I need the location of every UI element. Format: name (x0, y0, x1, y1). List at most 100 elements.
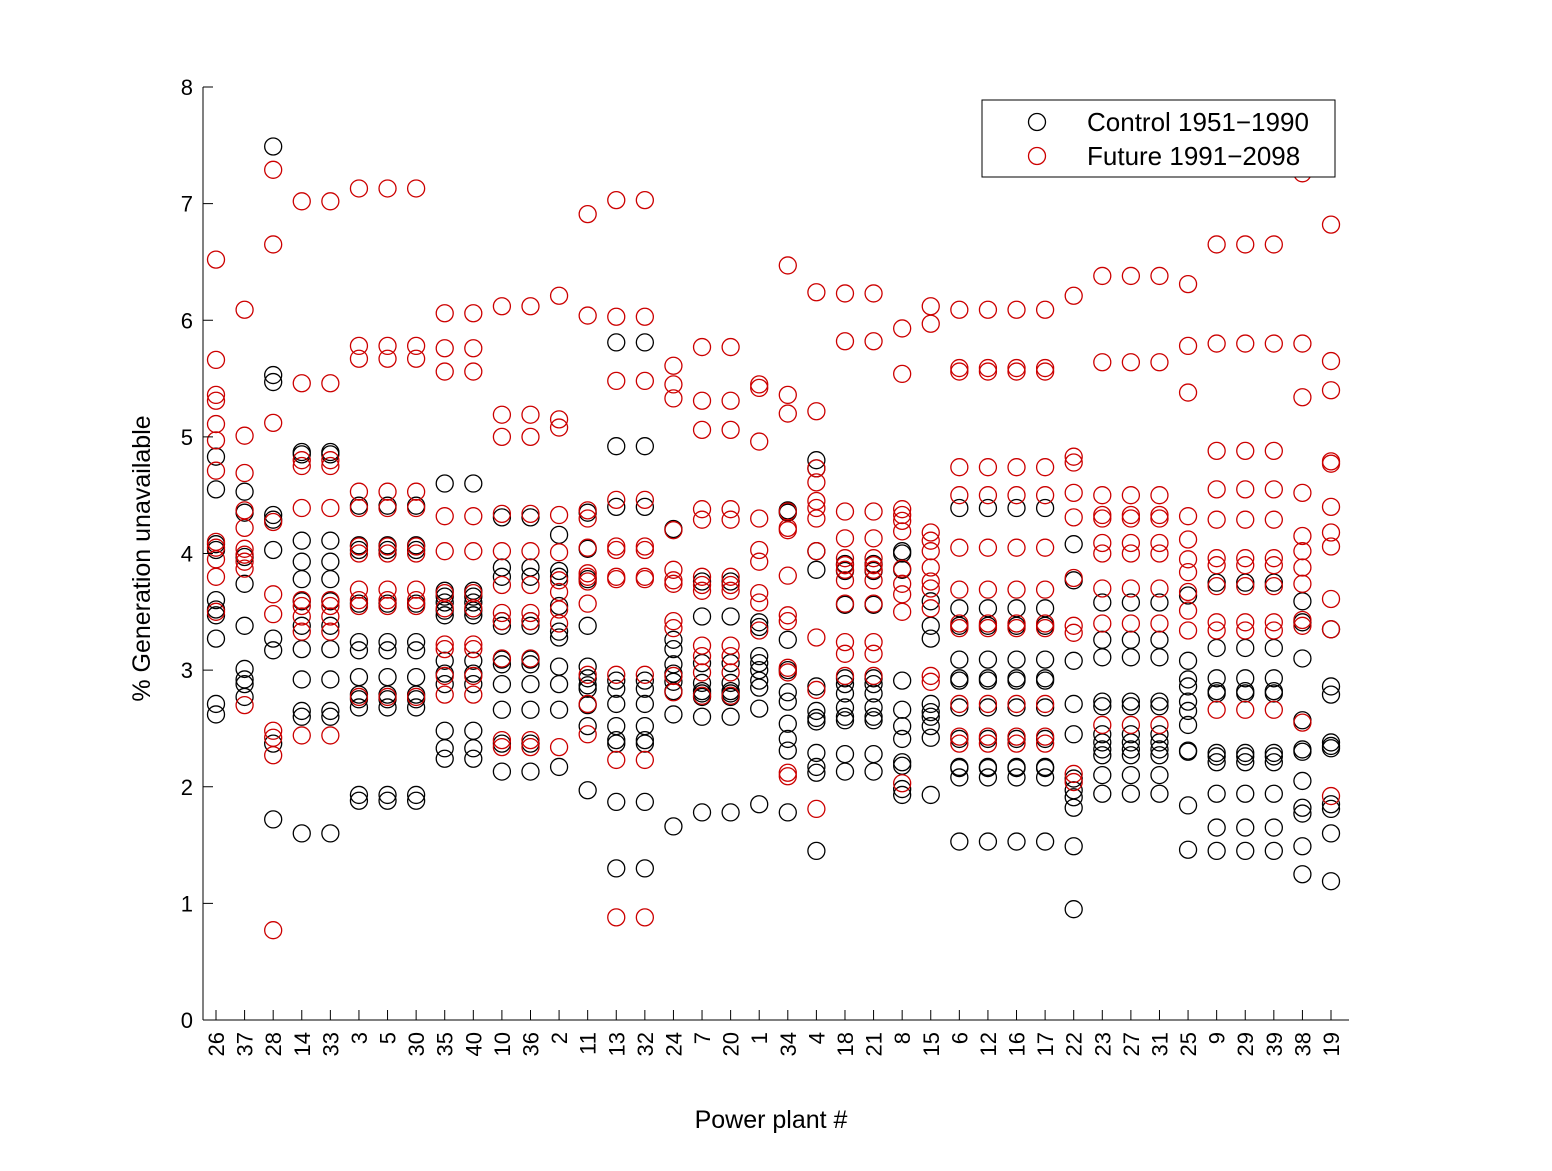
data-point (807, 763, 826, 782)
data-point (921, 707, 940, 726)
data-point (1321, 523, 1341, 542)
data-point (664, 375, 683, 394)
data-point (1007, 758, 1026, 778)
data-point (692, 420, 712, 440)
data-point (1178, 840, 1198, 859)
data-point (893, 779, 912, 799)
data-point (292, 707, 311, 726)
data-point (1178, 601, 1198, 620)
data-point (692, 607, 712, 626)
data-point (1264, 577, 1283, 596)
data-point (464, 739, 483, 758)
data-point (378, 785, 397, 805)
data-point (435, 339, 454, 358)
data-point (435, 639, 454, 659)
data-point (893, 500, 912, 519)
data-point (578, 669, 597, 688)
data-point (1207, 743, 1226, 763)
data-point (406, 591, 426, 610)
data-point (807, 677, 826, 696)
data-point (521, 730, 540, 750)
data-point (1007, 458, 1026, 477)
data-point (921, 785, 940, 805)
x-tick-label: 16 (1005, 1032, 1030, 1056)
data-point (1264, 784, 1283, 803)
data-point (835, 674, 855, 694)
data-point (1178, 550, 1198, 569)
data-point (978, 458, 998, 477)
data-point (1035, 618, 1055, 638)
data-point (1236, 613, 1255, 632)
x-tick-label: 24 (661, 1032, 686, 1056)
data-point (921, 716, 940, 736)
data-point (1150, 579, 1169, 598)
data-point (1121, 746, 1141, 765)
data-point (378, 179, 397, 198)
data-point (578, 572, 597, 591)
data-point (1035, 758, 1055, 778)
data-point (921, 592, 940, 611)
y-tick-label: 8 (181, 75, 193, 100)
x-tick-label: 34 (776, 1032, 801, 1056)
data-point (1207, 684, 1226, 703)
data-point (921, 314, 940, 333)
data-point (893, 364, 912, 384)
data-point (321, 451, 340, 470)
data-point (978, 358, 998, 378)
data-point (378, 698, 397, 717)
data-point (950, 694, 969, 714)
data-point (1064, 788, 1083, 807)
x-tick-label: 7 (690, 1032, 715, 1044)
data-point (1264, 480, 1283, 499)
data-point (1264, 549, 1283, 568)
data-point (835, 560, 855, 579)
data-point (521, 674, 540, 694)
data-point (1264, 700, 1283, 719)
data-point (492, 649, 512, 668)
data-point (521, 542, 540, 561)
data-point (464, 674, 483, 694)
data-point (1064, 535, 1083, 554)
data-point (521, 405, 540, 424)
data-point (778, 502, 797, 521)
data-point (692, 707, 712, 726)
data-point (1150, 505, 1169, 525)
data-point (435, 749, 454, 768)
data-point (206, 414, 226, 434)
data-point (1064, 286, 1083, 305)
data-point (206, 629, 226, 648)
data-point (349, 179, 369, 198)
data-point (292, 570, 311, 589)
data-point (321, 531, 340, 550)
data-point (750, 378, 769, 398)
data-point (292, 456, 311, 476)
data-point (607, 671, 626, 690)
data-point (893, 716, 912, 736)
data-point (750, 678, 769, 697)
data-point (635, 694, 654, 714)
data-point (349, 698, 369, 717)
data-point (264, 505, 283, 525)
data-point (835, 698, 855, 717)
data-point (521, 567, 540, 586)
data-point (1093, 486, 1112, 505)
data-point (835, 711, 855, 730)
data-point (349, 632, 369, 652)
data-point (264, 160, 283, 179)
data-point (1321, 215, 1341, 234)
data-point (1264, 841, 1283, 861)
data-point (206, 694, 226, 714)
data-point (978, 832, 998, 851)
data-point (950, 358, 969, 378)
data-point (1007, 498, 1026, 518)
data-point (721, 391, 740, 410)
data-point (607, 371, 626, 391)
data-point (1178, 586, 1198, 605)
data-point (1093, 725, 1112, 744)
data-point (721, 500, 740, 519)
data-point (607, 679, 626, 698)
data-point (464, 666, 483, 686)
data-point (492, 603, 512, 623)
data-point (578, 567, 597, 586)
data-point (1207, 549, 1226, 568)
